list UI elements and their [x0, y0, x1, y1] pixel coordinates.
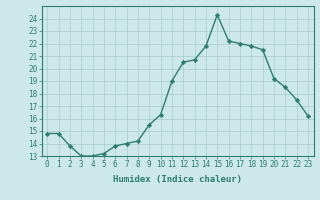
X-axis label: Humidex (Indice chaleur): Humidex (Indice chaleur): [113, 175, 242, 184]
